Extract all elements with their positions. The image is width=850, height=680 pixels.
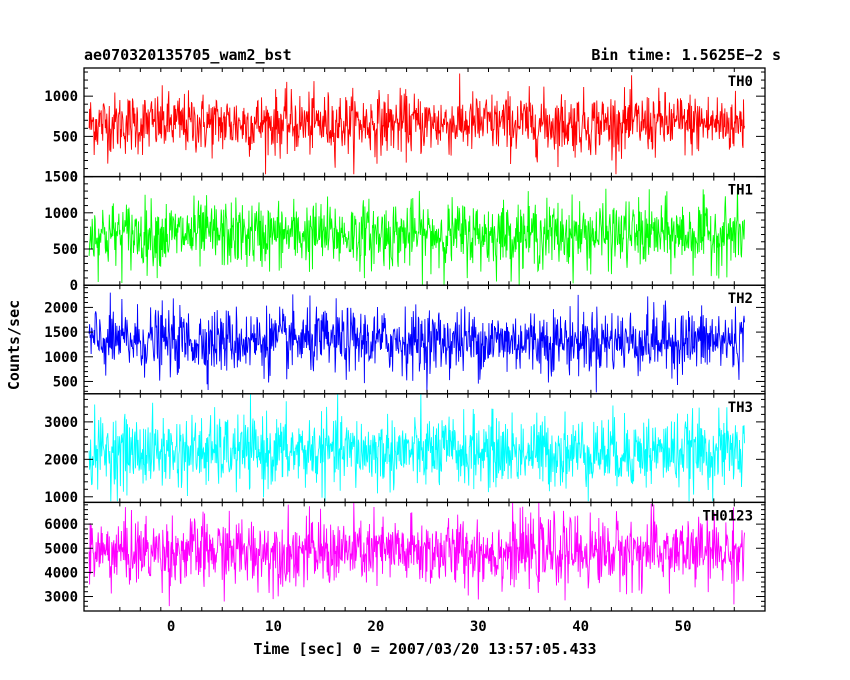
- panel-label-th1: TH1: [728, 183, 753, 199]
- x-tick-label: 40: [572, 619, 589, 635]
- panel-label-th0: TH0: [728, 74, 753, 90]
- panel-frame: [83, 501, 766, 612]
- x-axis: 0 10 20 30 40 50: [167, 619, 692, 635]
- x-tick-label: 50: [675, 619, 692, 635]
- chart-subtitle: Bin time: 1.5625E−2 s: [591, 46, 781, 64]
- series-trace-th1: [88, 186, 745, 286]
- series-trace-th0: [88, 73, 745, 175]
- y-tick-label: 1000: [44, 89, 78, 105]
- panel-th3: 1000 2000 3000 TH3: [44, 393, 766, 506]
- panel-th0123: 3000 4000 5000 6000 TH0123: [44, 501, 766, 612]
- y-tick-label: 5000: [44, 541, 78, 557]
- y-tick-label: 3000: [44, 415, 78, 431]
- x-axis-label: Time [sec] 0 = 2007/03/20 13:57:05.433: [253, 640, 596, 658]
- panel-label-th0123: TH0123: [702, 508, 753, 524]
- y-tick-label: 2000: [44, 300, 78, 316]
- x-tick-label: 10: [265, 619, 282, 635]
- y-tick-label: 1000: [44, 490, 78, 506]
- y-tick-label: 500: [53, 374, 78, 390]
- series-trace-th0123: [88, 502, 745, 607]
- y-tick-label: 500: [53, 242, 78, 258]
- panels-group: 0 500 1000 TH0 0 500 1000 1500 TH1 500 1000 1500 200…: [44, 67, 766, 612]
- y-tick-label: 500: [53, 129, 78, 145]
- panel-th2: 500 1000 1500 2000 TH2: [44, 284, 766, 395]
- y-tick-label: 1500: [44, 325, 78, 341]
- y-tick-label: 3000: [44, 590, 78, 606]
- chart-title: ae070320135705_wam2_bst: [84, 46, 292, 64]
- x-tick-label: 0: [167, 619, 175, 635]
- y-tick-label: 1000: [44, 350, 78, 366]
- y-tick-label: 0: [70, 278, 78, 294]
- panel-th0: 0 500 1000 TH0: [44, 67, 766, 186]
- x-tick-label: 20: [367, 619, 384, 635]
- y-tick-label: 4000: [44, 565, 78, 581]
- y-tick-label: 6000: [44, 517, 78, 533]
- y-tick-label: 2000: [44, 452, 78, 468]
- series-trace-th3: [88, 393, 745, 502]
- panel-th1: 0 500 1000 1500 TH1: [44, 170, 766, 294]
- panel-label-th2: TH2: [728, 291, 753, 307]
- x-tick-label: 30: [470, 619, 487, 635]
- y-tick-label: 0: [70, 170, 78, 186]
- y-tick-label: 1500: [44, 170, 78, 186]
- y-tick-label: 1000: [44, 206, 78, 222]
- panel-label-th3: TH3: [728, 400, 753, 416]
- series-trace-th2: [88, 292, 745, 393]
- y-axis-label: Counts/sec: [5, 300, 23, 390]
